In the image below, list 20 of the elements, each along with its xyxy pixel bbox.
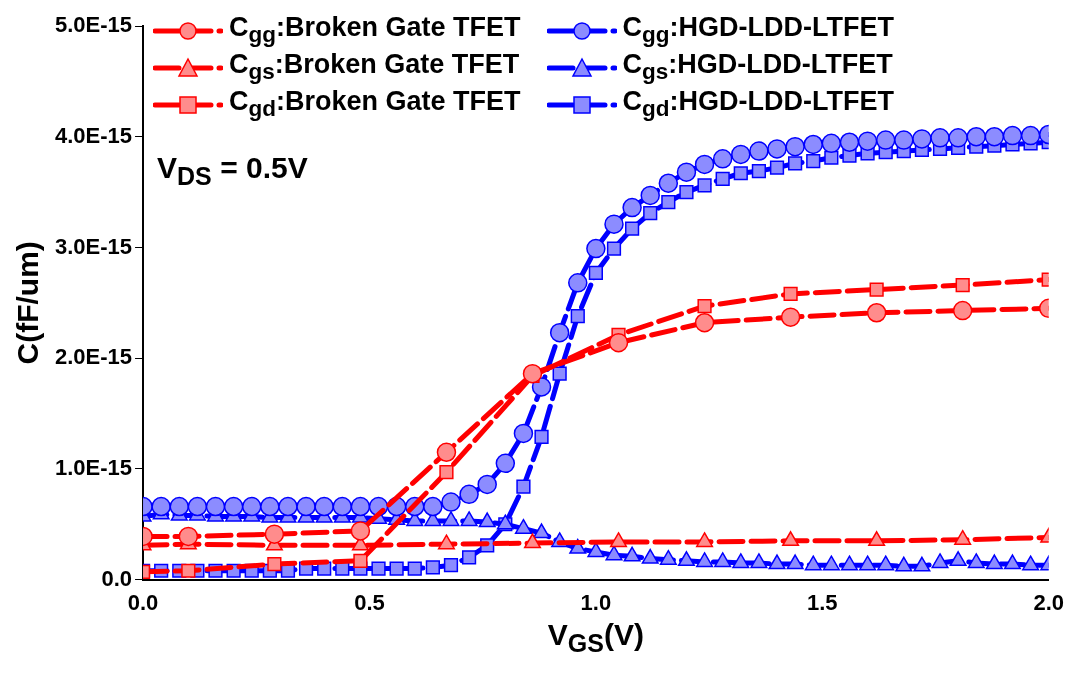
x-tick-label: 2.0 xyxy=(1033,589,1065,615)
y-axis-title: C(fF/um) xyxy=(11,241,45,365)
y-tick-label: 3.0E-15 xyxy=(54,233,133,259)
legend-label: C$_{gs}$:Broken Gate TFET xyxy=(229,49,520,86)
y-tick-label: 4.0E-15 xyxy=(54,122,133,148)
x-axis-title: V$_{GS}$(V) xyxy=(546,617,645,658)
legend-label: C$_{gs}$:HGD-LDD-LTFET xyxy=(622,49,893,86)
x-tick-label: 0.0 xyxy=(127,589,159,615)
x-tick-label: 1.0 xyxy=(580,589,612,615)
y-tick-label: 0.0 xyxy=(101,565,133,591)
x-tick-label: 1.5 xyxy=(807,589,838,615)
annotation: V$_{DS}$ = 0.5V xyxy=(157,151,308,191)
legend-label: C$_{gd}$:Broken Gate TFET xyxy=(229,86,521,123)
legend-label: C$_{gg}$:Broken Gate TFET xyxy=(229,12,521,49)
y-tick-label: 1.0E-15 xyxy=(54,454,133,480)
x-tick-label: 0.5 xyxy=(354,589,385,615)
legend-label: C$_{gd}$:HGD-LDD-LTFET xyxy=(622,86,895,123)
legend-label: C$_{gg}$:HGD-LDD-LTFET xyxy=(622,12,895,49)
y-tick-label: 2.0E-15 xyxy=(54,344,133,370)
y-tick-label: 5.0E-15 xyxy=(54,12,133,38)
